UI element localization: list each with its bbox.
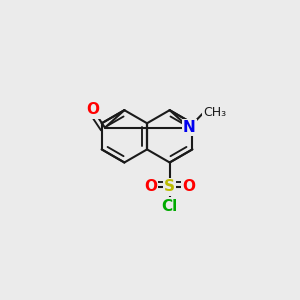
Text: Cl: Cl [162,199,178,214]
Text: O: O [144,179,157,194]
Text: S: S [164,179,175,194]
Text: O: O [182,179,196,194]
Text: O: O [87,102,100,117]
Text: N: N [183,120,196,135]
Text: CH₃: CH₃ [203,106,226,119]
